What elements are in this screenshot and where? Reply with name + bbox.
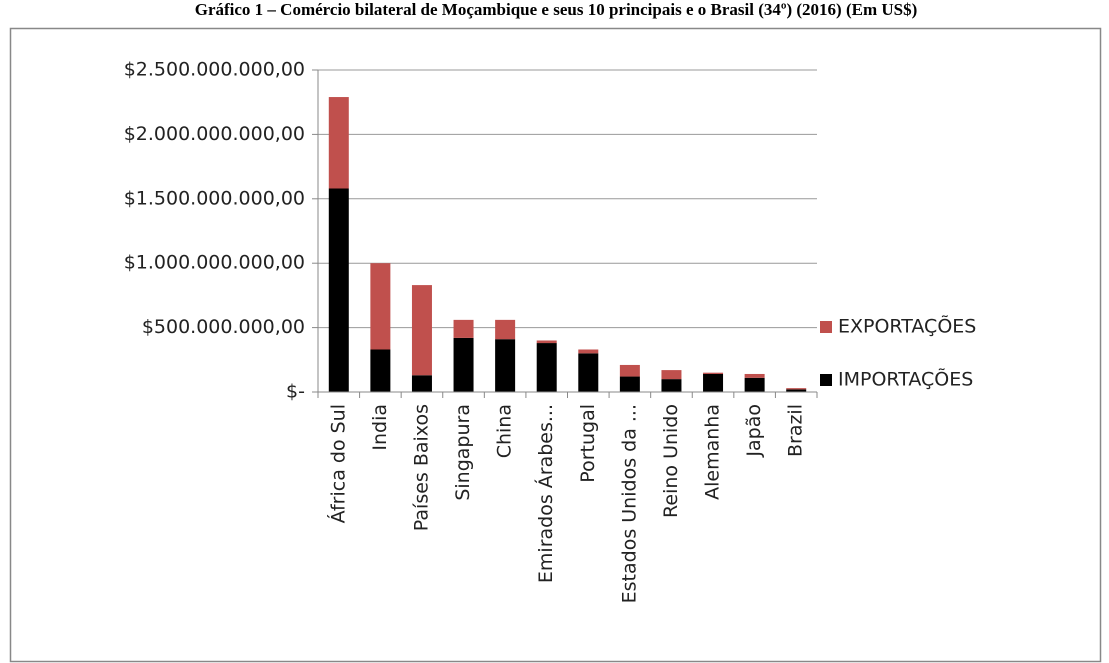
bar-segment bbox=[370, 263, 391, 350]
bar-segment bbox=[328, 97, 349, 189]
y-tick-label: $1.000.000.000,00 bbox=[124, 252, 305, 274]
x-tick-label: Brazil bbox=[785, 404, 807, 457]
x-tick-label: India bbox=[369, 404, 391, 451]
bar-segment bbox=[703, 372, 724, 374]
y-tick-label: $- bbox=[286, 381, 305, 403]
y-tick-label: $1.500.000.000,00 bbox=[124, 187, 305, 209]
bar-segment bbox=[703, 373, 724, 392]
legend-swatch bbox=[820, 321, 832, 333]
y-tick-label: $2.500.000.000,00 bbox=[124, 59, 305, 81]
x-tick-label: Estados Unidos da ... bbox=[618, 404, 640, 603]
bar-segment bbox=[453, 337, 474, 392]
x-tick-label: Alemanha bbox=[702, 404, 724, 500]
y-tick-label: $500.000.000,00 bbox=[142, 316, 305, 338]
bar-segment bbox=[536, 340, 557, 344]
x-tick-label: Portugal bbox=[577, 404, 599, 483]
bar-segment bbox=[411, 285, 432, 376]
x-tick-label: Reino Unido bbox=[660, 404, 682, 518]
bar-segment bbox=[453, 319, 474, 338]
bar-segment bbox=[661, 379, 682, 392]
x-tick-label: Singapura bbox=[452, 404, 474, 501]
bar-segment bbox=[619, 376, 640, 392]
bar-segment bbox=[495, 339, 516, 392]
chart-title: Gráfico 1 – Comércio bilateral de Moçamb… bbox=[195, 0, 918, 19]
x-tick-label: China bbox=[494, 404, 516, 458]
bar-segment bbox=[411, 375, 432, 392]
bar-segment bbox=[744, 373, 765, 378]
legend-label: EXPORTAÇÕES bbox=[838, 315, 976, 338]
x-tick-label: Japão bbox=[743, 404, 765, 458]
bar-segment bbox=[328, 188, 349, 392]
bar-segment bbox=[495, 319, 516, 340]
legend-label: IMPORTAÇÕES bbox=[838, 368, 973, 391]
bar-segment bbox=[661, 370, 682, 380]
chart-border bbox=[9, 27, 1102, 663]
bar-segment bbox=[744, 377, 765, 392]
x-tick-label: Emirados Árabes... bbox=[534, 404, 557, 583]
bar-segment bbox=[578, 353, 599, 392]
x-tick-label: África do Sul bbox=[326, 404, 349, 523]
bar-segment bbox=[786, 389, 807, 392]
y-tick-label: $2.000.000.000,00 bbox=[124, 123, 305, 145]
bar-segment bbox=[536, 343, 557, 392]
bar-segment bbox=[370, 349, 391, 392]
x-tick-label: Países Baixos bbox=[410, 404, 432, 531]
bar-segment bbox=[619, 364, 640, 377]
bar-segment bbox=[786, 388, 807, 390]
legend-swatch bbox=[820, 374, 832, 386]
bar-segment bbox=[578, 349, 599, 354]
